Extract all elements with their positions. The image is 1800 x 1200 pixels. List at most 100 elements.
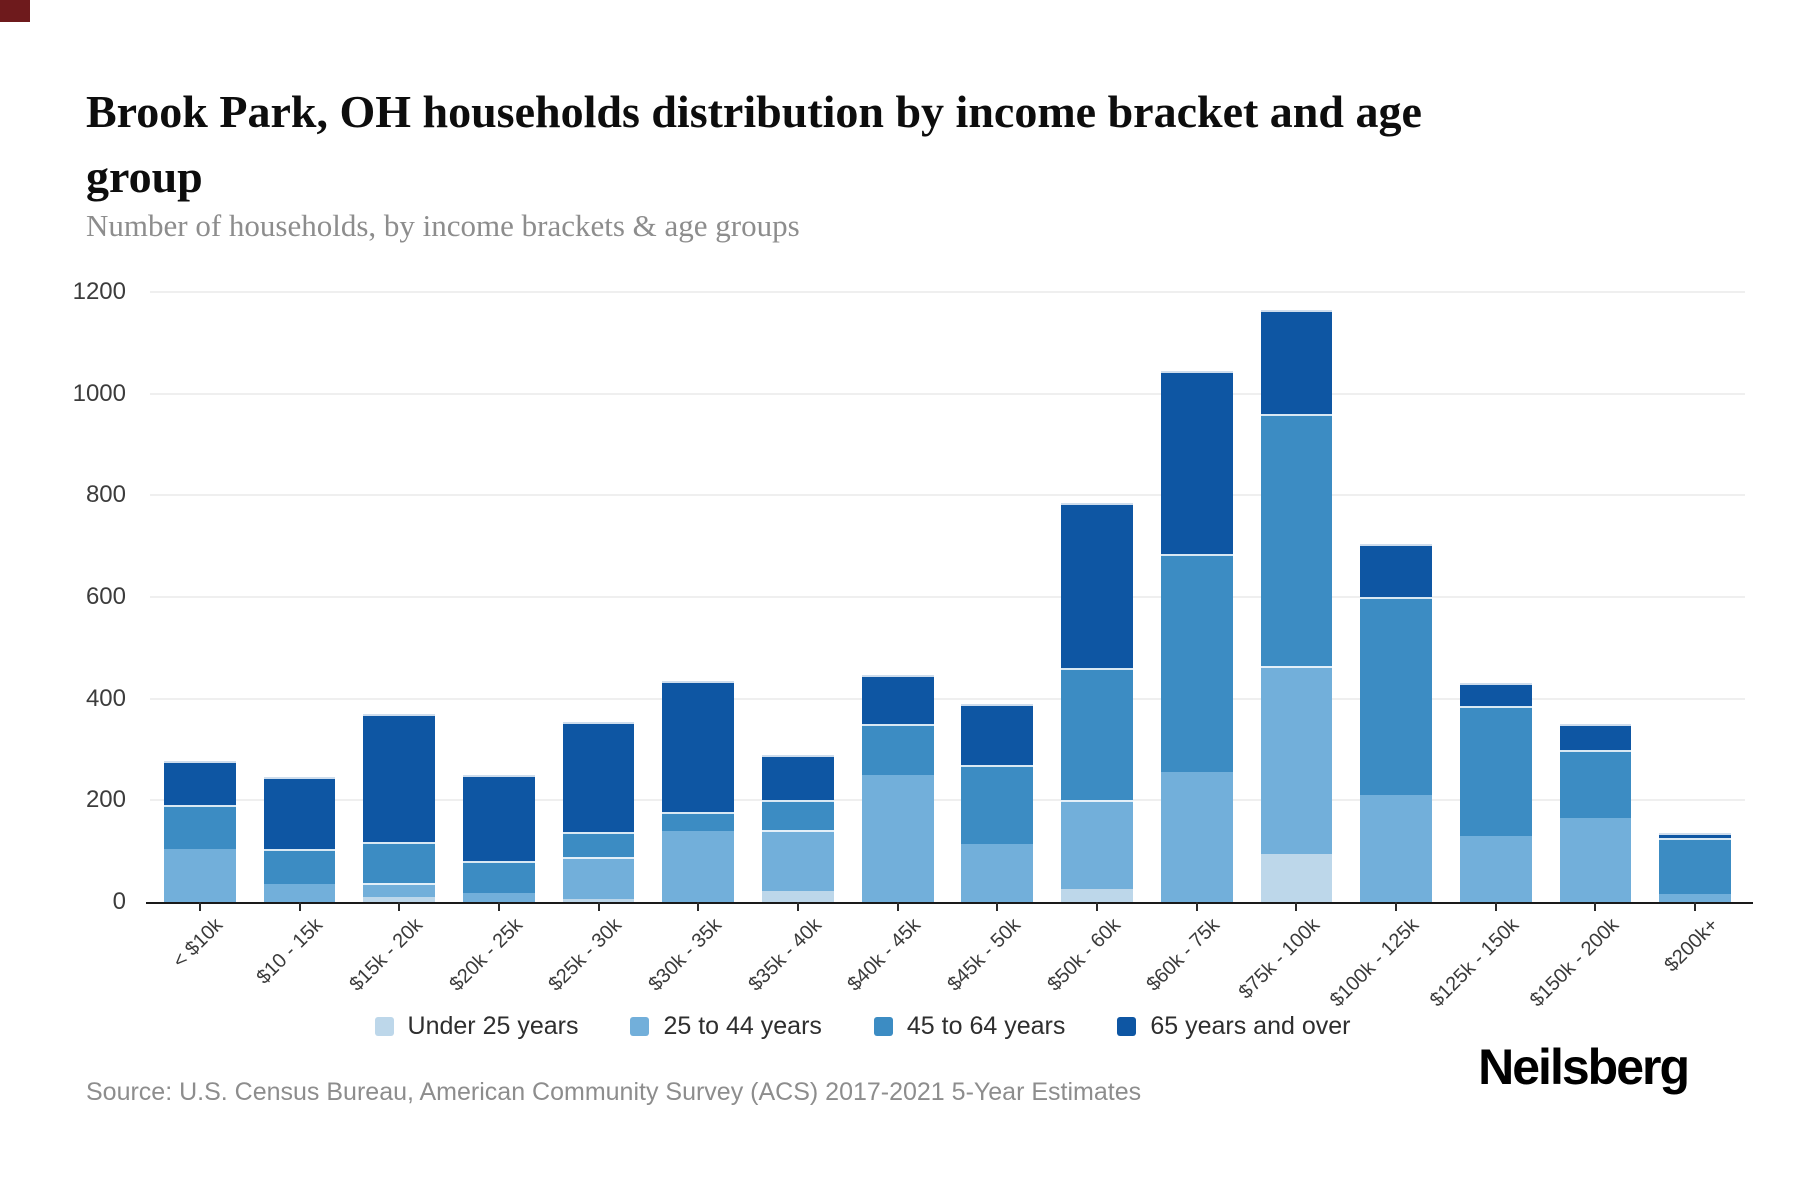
bar-segment-45-to-64-years[interactable]	[263, 848, 336, 885]
legend-item-25-to-44-years[interactable]: 25 to 44 years	[630, 1012, 822, 1041]
legend-label: 25 to 44 years	[663, 1012, 822, 1040]
bar-segment-under-25-years[interactable]	[562, 899, 635, 902]
bar-segment-65-years-and-over[interactable]	[1659, 833, 1732, 839]
legend-item-under-25-years[interactable]: Under 25 years	[374, 1012, 579, 1041]
stacked-bar-35k-40k[interactable]	[762, 754, 834, 902]
stacked-bar-15k-20k[interactable]	[363, 713, 436, 902]
stacked-bar-20k-25k[interactable]	[463, 774, 535, 902]
gridline	[150, 392, 1745, 395]
bar-segment-under-25-years[interactable]	[762, 890, 834, 902]
y-tick-label: 1000	[72, 379, 126, 407]
bar-segment-65-years-and-over[interactable]	[1559, 724, 1632, 750]
stacked-bar-60k-75k[interactable]	[1160, 370, 1233, 902]
bar-slot	[1047, 292, 1147, 902]
bar-segment-45-to-64-years[interactable]	[163, 805, 236, 849]
bar-segment-25-to-44-years[interactable]	[463, 892, 535, 902]
bar-segment-25-to-44-years[interactable]	[363, 882, 436, 897]
bar-segment-25-to-44-years[interactable]	[1559, 818, 1632, 902]
bar-segment-45-to-64-years[interactable]	[1360, 597, 1432, 796]
bar-slot	[848, 292, 948, 902]
bar-segment-65-years-and-over[interactable]	[163, 760, 236, 806]
chart-subtitle: Number of households, by income brackets…	[86, 208, 800, 243]
bar-segment-25-to-44-years[interactable]	[861, 774, 934, 902]
bar-segment-25-to-44-years[interactable]	[1160, 772, 1233, 902]
bar-segment-65-years-and-over[interactable]	[1459, 683, 1532, 707]
stacked-bar-125k-150k[interactable]	[1459, 683, 1532, 902]
stacked-bar-100k-125k[interactable]	[1360, 543, 1432, 902]
bar-segment-65-years-and-over[interactable]	[1061, 502, 1133, 669]
bar-segment-45-to-64-years[interactable]	[961, 764, 1034, 844]
bar-segment-65-years-and-over[interactable]	[363, 713, 436, 843]
bar-segment-65-years-and-over[interactable]	[263, 777, 336, 849]
bar-segment-under-25-years[interactable]	[363, 896, 436, 902]
stacked-bar-10-15k[interactable]	[263, 777, 336, 902]
bar-segment-25-to-44-years[interactable]	[1459, 835, 1532, 902]
stacked-bar-10k[interactable]	[163, 760, 236, 902]
y-tick-label: 800	[85, 481, 126, 509]
bar-segment-65-years-and-over[interactable]	[762, 754, 834, 801]
bar-segment-under-25-years[interactable]	[1061, 889, 1133, 902]
bar-segment-65-years-and-over[interactable]	[861, 674, 934, 725]
bar-slot	[150, 292, 250, 902]
bar-segment-65-years-and-over[interactable]	[463, 774, 535, 862]
bar-segment-45-to-64-years[interactable]	[1659, 838, 1732, 895]
bar-segment-25-to-44-years[interactable]	[163, 848, 236, 902]
bar-segment-65-years-and-over[interactable]	[1160, 370, 1233, 554]
bar-segment-45-to-64-years[interactable]	[1559, 749, 1632, 819]
bar-slot	[1147, 292, 1247, 902]
bar-segment-65-years-and-over[interactable]	[1260, 309, 1333, 415]
bar-segment-25-to-44-years[interactable]	[1659, 894, 1732, 902]
bar-segment-25-to-44-years[interactable]	[762, 829, 834, 891]
bar-segment-45-to-64-years[interactable]	[463, 861, 535, 893]
bar-segment-45-to-64-years[interactable]	[1260, 414, 1333, 666]
bar-segment-25-to-44-years[interactable]	[263, 884, 336, 902]
stacked-bar-25k-30k[interactable]	[562, 721, 635, 902]
bar-segment-45-to-64-years[interactable]	[1160, 553, 1233, 773]
legend-label: Under 25 years	[407, 1012, 579, 1040]
y-tick-label: 0	[112, 888, 126, 915]
stacked-bar-200k[interactable]	[1659, 833, 1732, 902]
stacked-bar-30k-35k[interactable]	[662, 680, 735, 902]
bar-slot	[1645, 292, 1745, 902]
legend: Under 25 years 25 to 44 years 45 to 64 yea…	[65, 1012, 1660, 1041]
bar-segment-25-to-44-years[interactable]	[961, 843, 1034, 902]
bar-segment-25-to-44-years[interactable]	[562, 856, 635, 900]
x-tick-label: $75k - 100k	[1234, 914, 1324, 1004]
legend-swatch	[374, 1017, 394, 1036]
legend-swatch	[1117, 1017, 1137, 1036]
bar-segment-45-to-64-years[interactable]	[562, 832, 635, 857]
stacked-bar-40k-45k[interactable]	[861, 674, 934, 902]
x-tick-label: $35k - 40k	[743, 914, 826, 996]
bar-segment-65-years-and-over[interactable]	[562, 721, 635, 833]
bar-segment-45-to-64-years[interactable]	[662, 811, 735, 831]
bar-slot	[549, 292, 649, 902]
stacked-bar-50k-60k[interactable]	[1061, 502, 1133, 902]
x-tick-label: $50k - 60k	[1042, 914, 1125, 996]
bar-segment-under-25-years[interactable]	[1260, 853, 1333, 902]
legend-swatch	[630, 1017, 650, 1036]
bar-segment-65-years-and-over[interactable]	[662, 680, 735, 812]
bar-segment-65-years-and-over[interactable]	[1360, 543, 1432, 597]
y-axis: 0 200 400 600 800 1000 1200	[0, 278, 140, 915]
legend-item-65-years-and-over[interactable]: 65 years and over	[1117, 1012, 1350, 1041]
stacked-bar-45k-50k[interactable]	[961, 703, 1034, 902]
stacked-bar-150k-200k[interactable]	[1559, 724, 1632, 902]
bar-segment-25-to-44-years[interactable]	[1260, 665, 1333, 854]
bar-segment-45-to-64-years[interactable]	[861, 724, 934, 775]
bar-segment-45-to-64-years[interactable]	[363, 842, 436, 883]
bar-segment-25-to-44-years[interactable]	[1061, 800, 1133, 890]
x-tick-label: $200k+	[1660, 914, 1723, 977]
x-axis-line	[146, 902, 1753, 904]
stacked-bar-75k-100k[interactable]	[1260, 309, 1333, 902]
bar-segment-45-to-64-years[interactable]	[1061, 668, 1133, 801]
bar-segment-45-to-64-years[interactable]	[762, 800, 834, 830]
x-axis-tick	[198, 902, 201, 911]
bar-segment-65-years-and-over[interactable]	[961, 703, 1034, 765]
bar-segment-25-to-44-years[interactable]	[1360, 795, 1432, 902]
bar-slot	[349, 292, 449, 902]
bar-segment-45-to-64-years[interactable]	[1459, 706, 1532, 836]
x-axis-tick	[1096, 902, 1099, 911]
legend-item-45-to-64-years[interactable]: 45 to 64 years	[873, 1012, 1065, 1041]
x-tick-label: $30k - 35k	[644, 914, 726, 996]
bar-segment-25-to-44-years[interactable]	[662, 830, 735, 902]
